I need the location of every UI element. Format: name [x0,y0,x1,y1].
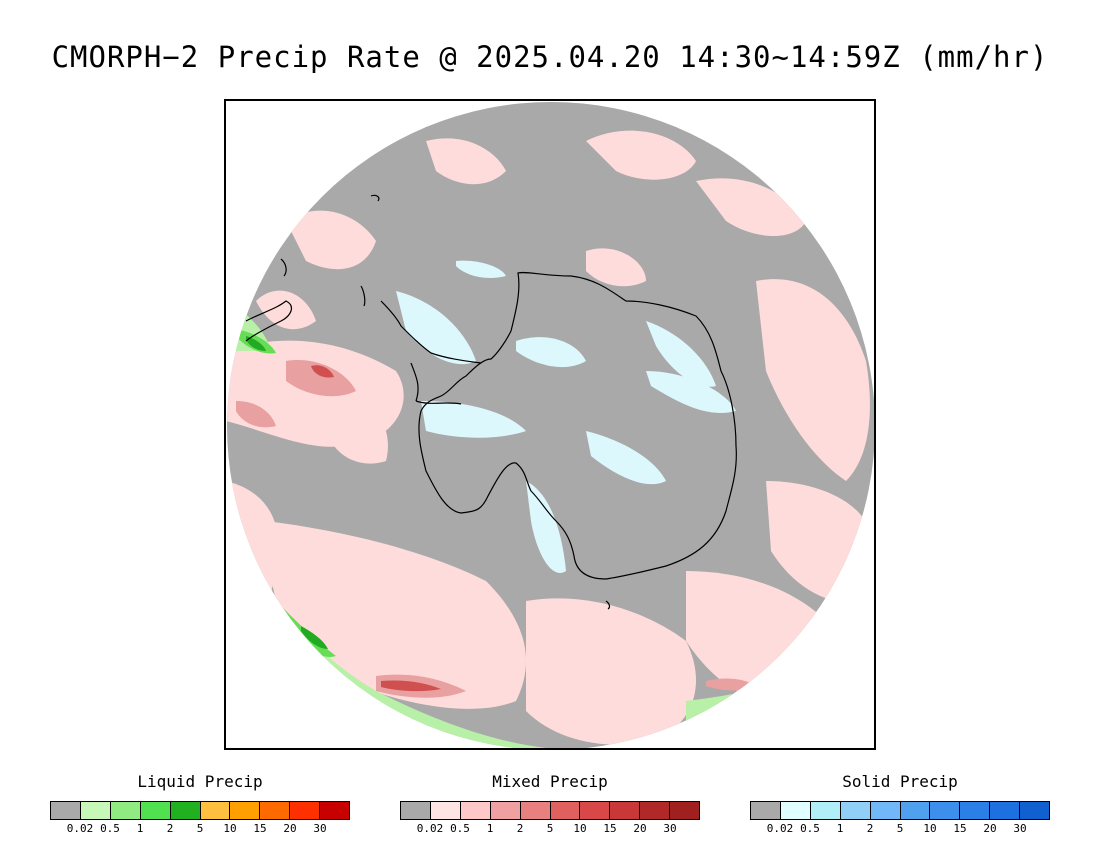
tick-label: 20 [283,822,297,835]
tick-label: 10 [573,822,587,835]
color-swatch [840,802,871,819]
color-swatch [810,802,841,819]
tick-label: 30 [1013,822,1027,835]
tick-label: 30 [663,822,677,835]
color-swatch [930,802,961,819]
color-swatch [780,802,811,819]
color-swatch [51,802,81,819]
tick-label: 1 [486,822,494,835]
tick-label: 10 [223,822,237,835]
color-swatch [110,802,141,819]
color-swatch [550,802,581,819]
color-swatch [80,802,111,819]
legend-liquid: Liquid Precip 0.02 0.5 1 2 5 10 15 20 30 [50,772,350,836]
tick-label: 2 [866,822,874,835]
antarctica-coastline [418,271,737,580]
tick-label: 0.5 [800,822,820,835]
polar-map [227,102,874,748]
color-swatch [610,802,641,819]
tick-label: 10 [923,822,937,835]
legend-colorbar [400,801,700,820]
legend-title: Solid Precip [842,772,958,791]
tick-label: 1 [836,822,844,835]
tick-label: 2 [516,822,524,835]
color-swatch [520,802,551,819]
color-swatch [230,802,261,819]
legend-solid: Solid Precip 0.02 0.5 1 2 5 10 15 20 30 [750,772,1050,836]
islands [360,194,611,610]
liquid-heavy-areas [246,336,328,649]
color-swatch [200,802,231,819]
legend-colorbar [750,801,1050,820]
mixed-heavy-areas [311,365,441,692]
color-swatch [640,802,671,819]
tick-label: 15 [953,822,967,835]
color-swatch [401,802,431,819]
tick-label: 2 [166,822,174,835]
color-swatch [490,802,521,819]
tick-label: 15 [253,822,267,835]
color-swatch [140,802,171,819]
tick-label: 5 [896,822,904,835]
color-swatch [430,802,461,819]
map-frame [224,99,876,750]
tick-label: 0.5 [450,822,470,835]
color-swatch [580,802,611,819]
color-swatch [960,802,991,819]
legend-title: Mixed Precip [492,772,608,791]
chart-title: CMORPH−2 Precip Rate @ 2025.04.20 14:30~… [51,40,1049,74]
legend-ticks: 0.02 0.5 1 2 5 10 15 20 30 [400,822,700,836]
tick-label: 1 [136,822,144,835]
tick-label: 30 [313,822,327,835]
color-swatch [990,802,1021,819]
color-swatch [870,802,901,819]
tick-label: 0.02 [766,822,794,835]
tick-label: 5 [196,822,204,835]
color-swatch [320,802,350,819]
color-swatch [900,802,931,819]
color-swatch [260,802,291,819]
color-swatch [1020,802,1050,819]
color-swatch [460,802,491,819]
color-swatch [670,802,700,819]
color-swatch [170,802,201,819]
legend-ticks: 0.02 0.5 1 2 5 10 15 20 30 [50,822,350,836]
legend-mixed: Mixed Precip 0.02 0.5 1 2 5 10 15 20 30 [400,772,700,836]
coastlines [245,194,737,610]
ice-shelf-edge [415,400,462,405]
tick-label: 0.5 [100,822,120,835]
tick-label: 0.02 [416,822,444,835]
legend-title: Liquid Precip [137,772,263,791]
color-swatch [290,802,321,819]
tick-label: 5 [546,822,554,835]
legend-ticks: 0.02 0.5 1 2 5 10 15 20 30 [750,822,1050,836]
tick-label: 0.02 [66,822,94,835]
tick-label: 20 [633,822,647,835]
color-swatch [751,802,781,819]
tick-label: 20 [983,822,997,835]
south-america-coastline [245,258,293,342]
legend-colorbar [50,801,350,820]
solid-precip-areas [396,260,736,573]
tick-label: 15 [603,822,617,835]
antarctic-peninsula-coastline [380,300,482,402]
